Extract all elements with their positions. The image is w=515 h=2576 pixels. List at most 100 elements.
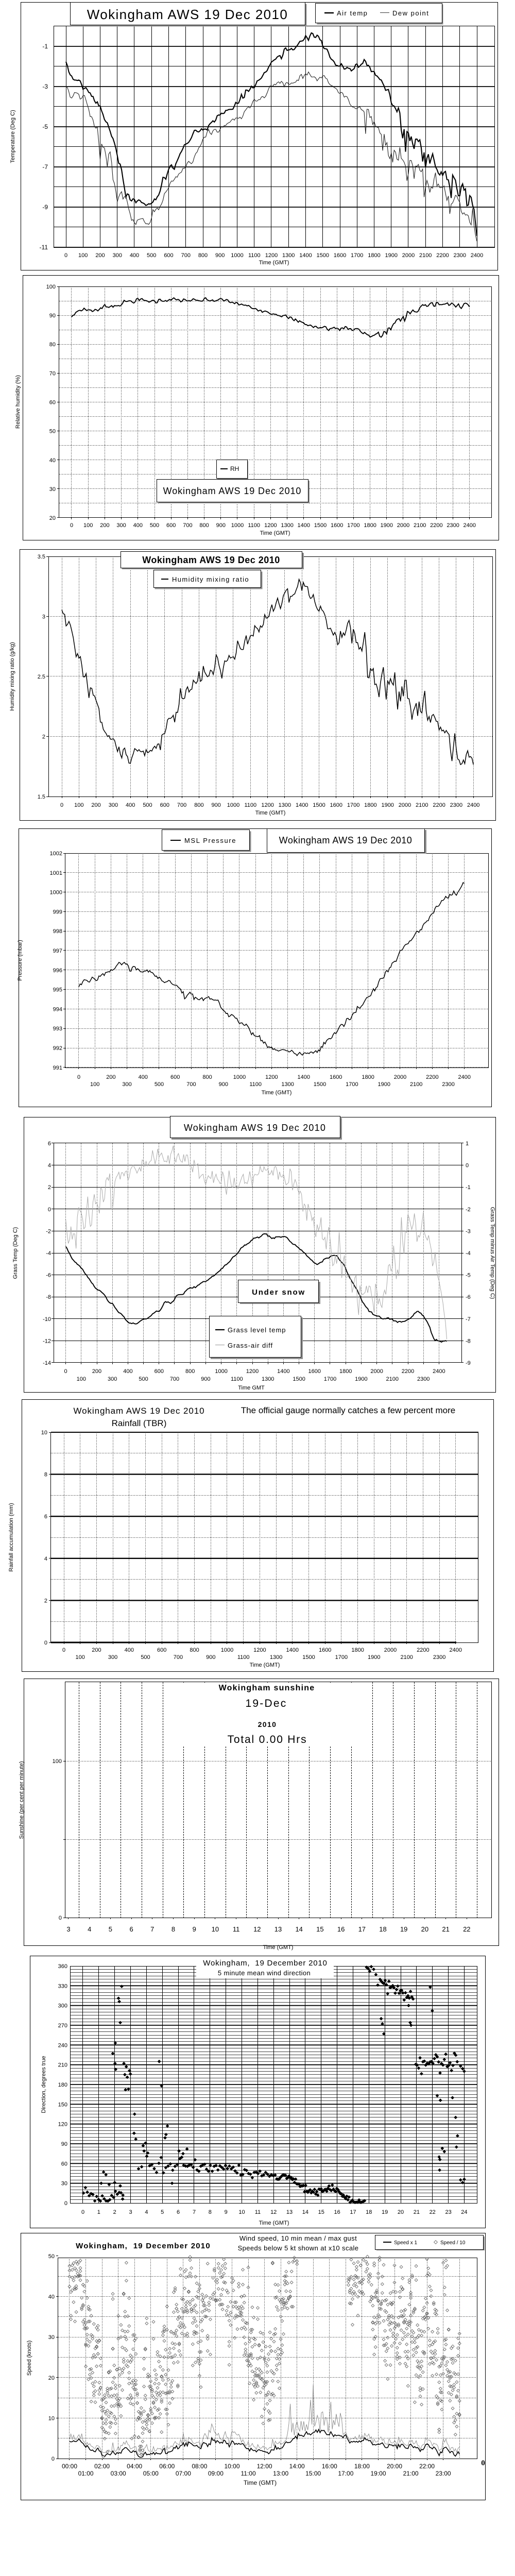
- svg-text:Wokingham, 19 December 2010: Wokingham, 19 December 2010: [203, 1959, 327, 1968]
- svg-text:12: 12: [253, 1925, 261, 1933]
- svg-text:992: 992: [53, 1045, 62, 1052]
- svg-text:2000: 2000: [370, 1368, 383, 1375]
- svg-text:09:00: 09:00: [208, 2470, 224, 2477]
- svg-text:10:00: 10:00: [224, 2463, 239, 2470]
- svg-text:5: 5: [109, 1925, 112, 1933]
- svg-text:-5: -5: [466, 1273, 471, 1279]
- svg-text:20: 20: [49, 515, 56, 521]
- svg-text:600: 600: [170, 1074, 180, 1080]
- svg-text:300: 300: [58, 2003, 67, 2009]
- svg-text:600: 600: [166, 522, 176, 529]
- svg-text:1300: 1300: [281, 1081, 294, 1088]
- svg-text:300: 300: [113, 252, 122, 259]
- svg-text:90: 90: [61, 2141, 67, 2147]
- svg-text:1700: 1700: [347, 802, 359, 808]
- svg-text:997: 997: [53, 948, 62, 954]
- svg-text:1100: 1100: [237, 1654, 250, 1660]
- svg-text:06:00: 06:00: [159, 2463, 175, 2470]
- svg-text:1900: 1900: [381, 802, 393, 808]
- svg-text:1900: 1900: [378, 1081, 390, 1088]
- svg-text:2100: 2100: [419, 252, 432, 259]
- svg-text:18:00: 18:00: [354, 2463, 370, 2470]
- svg-text:2400: 2400: [464, 522, 476, 529]
- svg-text:19:00: 19:00: [370, 2470, 386, 2477]
- svg-text:Rainfall accumulation (mm): Rainfall accumulation (mm): [8, 1503, 14, 1571]
- svg-text:2400: 2400: [467, 802, 479, 808]
- svg-text:1200: 1200: [265, 1074, 278, 1080]
- svg-text:900: 900: [206, 1654, 215, 1660]
- svg-text:01:00: 01:00: [78, 2470, 94, 2477]
- svg-text:1400: 1400: [277, 1368, 289, 1375]
- svg-text:998: 998: [53, 928, 62, 935]
- svg-text:1700: 1700: [351, 252, 363, 259]
- svg-text:100: 100: [74, 802, 83, 808]
- svg-text:2200: 2200: [402, 1368, 414, 1375]
- svg-text:1.5: 1.5: [38, 794, 45, 800]
- svg-text:8: 8: [209, 2209, 212, 2215]
- svg-text:2100: 2100: [414, 522, 426, 529]
- svg-text:MSL Pressure: MSL Pressure: [184, 837, 236, 844]
- svg-text:2200: 2200: [417, 1647, 429, 1653]
- svg-text:1900: 1900: [355, 1376, 367, 1382]
- svg-text:300: 300: [108, 1654, 117, 1660]
- svg-text:Temperature (Deg C): Temperature (Deg C): [10, 110, 16, 163]
- svg-text:30: 30: [49, 486, 56, 493]
- svg-text:996: 996: [53, 968, 62, 974]
- svg-text:200: 200: [91, 802, 100, 808]
- svg-text:Total 0.00 Hrs: Total 0.00 Hrs: [228, 1734, 307, 1745]
- svg-text:16: 16: [334, 2209, 340, 2215]
- svg-text:3: 3: [129, 2209, 132, 2215]
- svg-text:05:00: 05:00: [143, 2470, 159, 2477]
- svg-text:180: 180: [58, 2082, 67, 2088]
- svg-text:700: 700: [186, 1081, 196, 1088]
- svg-text:9: 9: [193, 1925, 196, 1933]
- svg-text:900: 900: [212, 802, 221, 808]
- svg-text:90: 90: [49, 313, 56, 319]
- svg-text:600: 600: [157, 1647, 166, 1653]
- svg-text:Wokingham sunshine: Wokingham sunshine: [219, 1684, 315, 1692]
- svg-text:1500: 1500: [293, 1376, 305, 1382]
- svg-text:1200: 1200: [264, 522, 277, 529]
- svg-text:Rainfall (TBR): Rainfall (TBR): [112, 1418, 167, 1428]
- svg-text:-2: -2: [46, 1228, 51, 1234]
- svg-text:400: 400: [130, 252, 139, 259]
- svg-text:0: 0: [481, 2459, 485, 2467]
- svg-text:4: 4: [48, 1163, 51, 1169]
- svg-text:11: 11: [255, 2209, 261, 2215]
- svg-text:1200: 1200: [246, 1368, 259, 1375]
- svg-text:Speed / 10: Speed / 10: [440, 2240, 466, 2246]
- svg-text:3: 3: [66, 1925, 70, 1933]
- svg-text:210: 210: [58, 2062, 67, 2069]
- svg-text:500: 500: [150, 522, 159, 529]
- svg-text:Pressure (mbar): Pressure (mbar): [17, 940, 23, 980]
- svg-text:20: 20: [48, 2375, 55, 2381]
- svg-text:700: 700: [183, 522, 192, 529]
- svg-text:600: 600: [154, 1368, 164, 1375]
- svg-text:22: 22: [430, 2209, 436, 2215]
- svg-text:-2: -2: [466, 1207, 471, 1213]
- svg-text:22: 22: [463, 1925, 470, 1933]
- svg-text:200: 200: [92, 1368, 101, 1375]
- svg-text:-9: -9: [42, 204, 48, 211]
- svg-text:1500: 1500: [302, 1654, 315, 1660]
- svg-text:500: 500: [143, 802, 152, 808]
- svg-text:Time (GMT): Time (GMT): [260, 530, 290, 536]
- svg-text:-5: -5: [42, 123, 48, 130]
- svg-text:1400: 1400: [296, 802, 308, 808]
- svg-text:0: 0: [59, 1915, 62, 1921]
- svg-text:03:00: 03:00: [111, 2470, 126, 2477]
- svg-text:-12: -12: [43, 1338, 51, 1344]
- svg-text:The official gauge normally ca: The official gauge normally catches a fe…: [241, 1405, 455, 1415]
- svg-text:100: 100: [77, 1376, 86, 1382]
- svg-text:-8: -8: [46, 1294, 51, 1300]
- svg-text:-9: -9: [466, 1360, 471, 1366]
- svg-text:0: 0: [64, 252, 67, 259]
- svg-text:800: 800: [198, 252, 208, 259]
- svg-text:04:00: 04:00: [127, 2463, 142, 2470]
- svg-text:Humidity mixing ratio (g/kg): Humidity mixing ratio (g/kg): [9, 642, 15, 710]
- svg-text:Wokingham AWS 19 Dec 2010: Wokingham AWS 19 Dec 2010: [74, 1406, 205, 1416]
- svg-text:2300: 2300: [417, 1376, 430, 1382]
- svg-text:40: 40: [49, 457, 56, 464]
- svg-text:50: 50: [49, 429, 56, 435]
- svg-text:Speeds below 5 kt shown at x10: Speeds below 5 kt shown at x10 scale: [238, 2244, 359, 2252]
